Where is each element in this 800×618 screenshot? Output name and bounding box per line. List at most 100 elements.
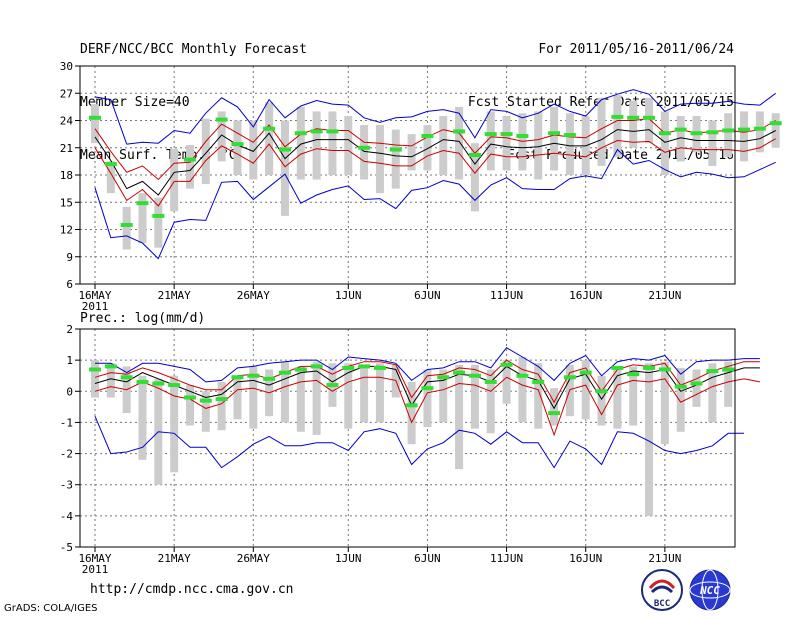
prec-xtick-year: 2011 [82, 563, 109, 576]
prec-box [233, 375, 242, 420]
temp-box [360, 125, 369, 180]
prec-median-marker [516, 373, 529, 378]
prec-ytick-label: 1 [66, 354, 73, 367]
prec-ytick-label: -5 [60, 541, 73, 554]
bcc-logo: BCC [641, 569, 683, 611]
temp-box [344, 115, 353, 175]
prec-ytick-label: -3 [60, 479, 73, 492]
temp-ytick-label: 18 [60, 169, 73, 182]
prec-median-marker [263, 376, 276, 381]
prec-box [106, 363, 115, 398]
temp-median-marker [643, 115, 656, 120]
prec-xtick-label: 21JUN [648, 552, 681, 565]
prec-ytick-label: 0 [66, 385, 73, 398]
temp-box [455, 106, 464, 180]
prec-median-marker [722, 367, 735, 372]
temp-mean-line [94, 129, 776, 196]
temp-median-marker [89, 115, 101, 120]
temp-median-marker [674, 127, 687, 132]
prec-box [613, 367, 622, 429]
prec-box [217, 381, 226, 431]
prec-box [629, 366, 638, 426]
temp-box [407, 134, 416, 171]
temp-median-marker [231, 142, 244, 147]
prec-median-marker [104, 364, 117, 369]
prec-xtick-label: 16MAY [78, 552, 111, 565]
temp-median-marker [611, 114, 624, 119]
grads-credit: GrADS: COLA/IGES [4, 603, 98, 614]
temp-box [265, 102, 274, 175]
temp-median-marker [183, 157, 196, 162]
temp-median-marker [152, 213, 165, 218]
prec-box [360, 366, 369, 423]
prec-box [724, 361, 733, 407]
temp-box [296, 106, 305, 180]
prec-box [170, 375, 179, 473]
prec-box [692, 369, 701, 407]
temp-box [328, 111, 337, 175]
prec-min-line [94, 416, 744, 469]
temp-ytick-label: 15 [60, 196, 73, 209]
temp-median-marker [484, 132, 497, 137]
temp-box [613, 95, 622, 157]
prec-box [534, 363, 543, 429]
prec-box [249, 366, 258, 429]
prec-median-marker [484, 379, 497, 384]
prec-box [486, 369, 495, 434]
temp-median-marker [769, 121, 782, 126]
temp-box [233, 120, 242, 175]
temp-box [470, 143, 479, 212]
temp-min-line [94, 148, 776, 260]
prec-median-marker [706, 369, 719, 374]
temp-ytick-label: 6 [66, 278, 73, 291]
prec-panel-title: Prec.: log(mm/d) [80, 311, 205, 326]
temp-median-marker [516, 133, 529, 138]
prec-ytick-label: -1 [60, 416, 73, 429]
prec-box [518, 357, 527, 423]
prec-median-marker [373, 365, 386, 370]
temp-median-marker [658, 131, 671, 136]
prec-median-marker [611, 365, 624, 370]
prec-ytick-label: -4 [60, 510, 74, 523]
prec-median-marker [342, 365, 355, 370]
temp-median-marker [215, 117, 228, 122]
prec-median-marker [231, 375, 244, 380]
temp-median-marker [738, 127, 751, 132]
prec-box [597, 375, 606, 426]
prec-median-marker [405, 403, 418, 408]
prec-frame [79, 328, 736, 548]
prec-box [470, 364, 479, 429]
prec-box [91, 360, 99, 398]
prec-median-marker [690, 381, 703, 386]
temp-median-marker [722, 128, 735, 133]
prec-box [201, 391, 210, 432]
temp-xtick-label: 21MAY [158, 289, 191, 302]
prec-xtick-label: 6JUN [414, 552, 441, 565]
temp-box [708, 120, 717, 166]
prec-box [423, 369, 432, 428]
temp-median-marker [389, 147, 402, 152]
prec-box [660, 361, 669, 445]
temp-xtick-label: 1JUN [335, 289, 362, 302]
temp-median-marker [690, 131, 703, 136]
temp-box [423, 125, 432, 171]
temp-median-marker [294, 131, 307, 136]
prec-ytick-label: 2 [66, 323, 73, 336]
temp-ytick-label: 27 [60, 87, 73, 100]
prec-median-marker [595, 389, 608, 394]
forecast-title: DERF/NCC/BCC Monthly Forecast [80, 42, 307, 57]
prec-median-marker [326, 383, 339, 388]
temp-box [154, 197, 163, 248]
temp-median-marker [468, 153, 481, 158]
temp-xtick-label: 16JUN [569, 289, 602, 302]
temp-lower-line [94, 138, 776, 207]
prec-box [344, 363, 353, 429]
source-url[interactable]: http://cmdp.ncc.cma.gov.cn [90, 582, 294, 597]
temp-xtick-label: 11JUN [490, 289, 523, 302]
prec-median-marker [500, 362, 513, 367]
temp-ytick-label: 24 [60, 115, 74, 128]
prec-mean-line [94, 365, 760, 410]
temp-box [550, 106, 559, 171]
prec-median-marker [468, 373, 481, 378]
